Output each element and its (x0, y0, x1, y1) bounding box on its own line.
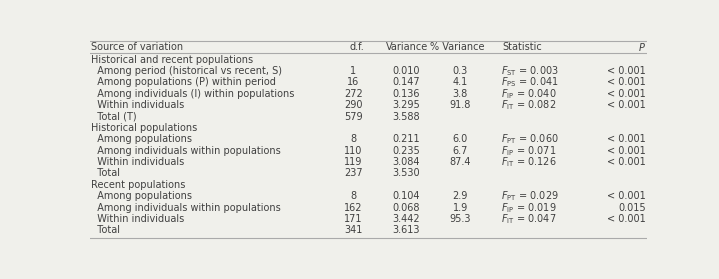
Text: 0.235: 0.235 (393, 146, 420, 156)
Text: Within individuals: Within individuals (91, 100, 184, 110)
Text: $F_{\mathrm{IP}}$ = 0.040: $F_{\mathrm{IP}}$ = 0.040 (500, 87, 557, 101)
Text: 272: 272 (344, 89, 363, 99)
Text: 0.211: 0.211 (393, 134, 420, 144)
Text: 4.1: 4.1 (453, 77, 468, 87)
Text: < 0.001: < 0.001 (608, 214, 646, 224)
Text: 0.015: 0.015 (618, 203, 646, 213)
Text: 341: 341 (344, 225, 362, 235)
Text: Historical and recent populations: Historical and recent populations (91, 55, 253, 65)
Text: Within individuals: Within individuals (91, 214, 184, 224)
Text: % Variance: % Variance (431, 42, 485, 52)
Text: 3.530: 3.530 (393, 169, 420, 179)
Text: < 0.001: < 0.001 (608, 100, 646, 110)
Text: Among individuals within populations: Among individuals within populations (91, 203, 280, 213)
Text: 0.104: 0.104 (393, 191, 420, 201)
Text: Among period (historical vs recent, S): Among period (historical vs recent, S) (91, 66, 282, 76)
Text: 3.295: 3.295 (393, 100, 420, 110)
Text: $F_{\mathrm{IT}}$ = 0.082: $F_{\mathrm{IT}}$ = 0.082 (500, 98, 556, 112)
Text: $F_{\mathrm{PT}}$ = 0.060: $F_{\mathrm{PT}}$ = 0.060 (500, 133, 559, 146)
Text: Among populations (P) within period: Among populations (P) within period (91, 77, 276, 87)
Text: Total: Total (91, 225, 120, 235)
Text: 579: 579 (344, 112, 363, 122)
Text: 3.084: 3.084 (393, 157, 420, 167)
Text: 6.0: 6.0 (453, 134, 468, 144)
Text: 110: 110 (344, 146, 362, 156)
Text: 3.613: 3.613 (393, 225, 420, 235)
Text: < 0.001: < 0.001 (608, 134, 646, 144)
Text: $P$: $P$ (638, 41, 646, 53)
Text: 1: 1 (350, 66, 357, 76)
Text: 6.7: 6.7 (453, 146, 468, 156)
Text: $F_{\mathrm{IT}}$ = 0.047: $F_{\mathrm{IT}}$ = 0.047 (500, 212, 556, 226)
Text: Variance: Variance (386, 42, 429, 52)
Text: Among populations: Among populations (91, 191, 192, 201)
Text: Among individuals (I) within populations: Among individuals (I) within populations (91, 89, 294, 99)
Text: Recent populations: Recent populations (91, 180, 186, 190)
Text: < 0.001: < 0.001 (608, 146, 646, 156)
Text: 87.4: 87.4 (449, 157, 471, 167)
Text: 2.9: 2.9 (453, 191, 468, 201)
Text: 0.136: 0.136 (393, 89, 420, 99)
Text: 95.3: 95.3 (449, 214, 471, 224)
Text: 8: 8 (350, 191, 357, 201)
Text: 171: 171 (344, 214, 362, 224)
Text: < 0.001: < 0.001 (608, 77, 646, 87)
Text: Source of variation: Source of variation (91, 42, 183, 52)
Text: $F_{\mathrm{ST}}$ = 0.003: $F_{\mathrm{ST}}$ = 0.003 (500, 64, 559, 78)
Text: $F_{\mathrm{IP}}$ = 0.019: $F_{\mathrm{IP}}$ = 0.019 (500, 201, 557, 215)
Text: 91.8: 91.8 (450, 100, 471, 110)
Text: < 0.001: < 0.001 (608, 157, 646, 167)
Text: < 0.001: < 0.001 (608, 191, 646, 201)
Text: 0.068: 0.068 (393, 203, 420, 213)
Text: $F_{\mathrm{IP}}$ = 0.071: $F_{\mathrm{IP}}$ = 0.071 (500, 144, 556, 158)
Text: 3.8: 3.8 (453, 89, 468, 99)
Text: Historical populations: Historical populations (91, 123, 197, 133)
Text: Total (T): Total (T) (91, 112, 137, 122)
Text: 3.588: 3.588 (393, 112, 420, 122)
Text: 0.147: 0.147 (393, 77, 420, 87)
Text: 119: 119 (344, 157, 362, 167)
Text: Total: Total (91, 169, 120, 179)
Text: $F_{\mathrm{PS}}$ = 0.041: $F_{\mathrm{PS}}$ = 0.041 (500, 76, 558, 89)
Text: 1.9: 1.9 (453, 203, 468, 213)
Text: 3.442: 3.442 (393, 214, 420, 224)
Text: 162: 162 (344, 203, 362, 213)
Text: < 0.001: < 0.001 (608, 89, 646, 99)
Text: d.f.: d.f. (350, 42, 365, 52)
Text: 237: 237 (344, 169, 363, 179)
Text: $F_{\mathrm{PT}}$ = 0.029: $F_{\mathrm{PT}}$ = 0.029 (500, 189, 558, 203)
Text: Among individuals within populations: Among individuals within populations (91, 146, 280, 156)
Text: $F_{\mathrm{IT}}$ = 0.126: $F_{\mathrm{IT}}$ = 0.126 (500, 155, 557, 169)
Text: Statistic: Statistic (502, 42, 542, 52)
Text: 8: 8 (350, 134, 357, 144)
Text: 0.3: 0.3 (453, 66, 468, 76)
Text: 290: 290 (344, 100, 362, 110)
Text: < 0.001: < 0.001 (608, 66, 646, 76)
Text: 0.010: 0.010 (393, 66, 420, 76)
Text: Among populations: Among populations (91, 134, 192, 144)
Text: Within individuals: Within individuals (91, 157, 184, 167)
Text: 16: 16 (347, 77, 360, 87)
